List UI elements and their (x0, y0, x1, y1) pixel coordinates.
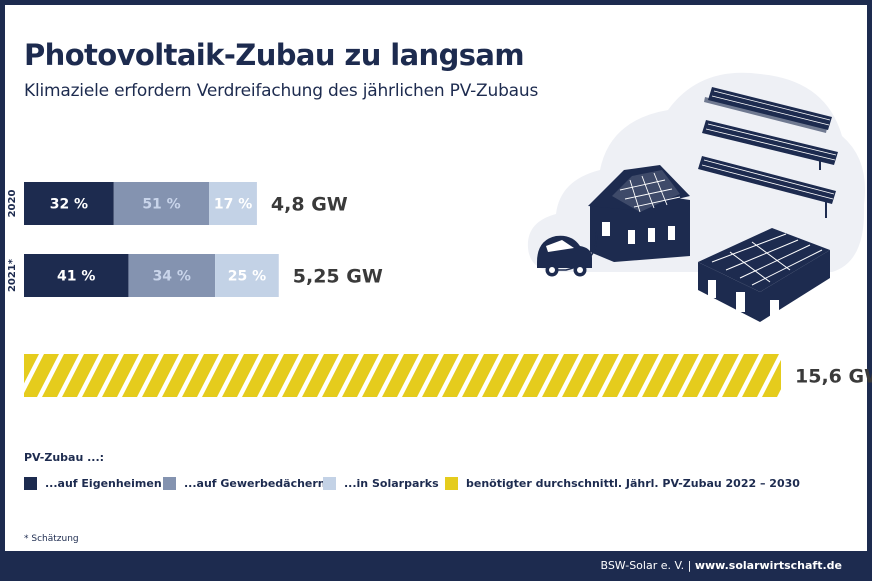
chart-canvas: 32 % 51 % 17 % 4,8 GW 2020 41 % 34 % 25 % 5,25 G… (0, 72, 872, 397)
required-bar-stripe (342, 354, 379, 397)
legend-item-eigenheime: ...auf Eigenheimen (24, 476, 162, 490)
required-bar-stripe (262, 354, 299, 397)
required-bar-stripe (142, 354, 179, 397)
required-bar-stripe (302, 354, 339, 397)
required-bar-stripe (422, 354, 459, 397)
category-label: 2020 (7, 190, 18, 218)
solar-panel-row-icon (702, 120, 838, 170)
footnote: * Schätzung (24, 534, 79, 544)
required-bar-stripe (122, 354, 159, 397)
bar-segment-label: 51 % (142, 197, 180, 213)
legend-swatch (24, 476, 37, 490)
bar-segment (128, 254, 216, 297)
page-title: Photovoltaik-Zubau zu langsam (24, 38, 525, 72)
electric-car-icon (537, 235, 592, 277)
required-bar-stripe (682, 354, 719, 397)
labels-layer: 32 % 51 % 17 % 4,8 GW 2020 41 % 34 % 25 % 5,25 G… (7, 190, 872, 388)
legend-label: ...auf Gewerbedächern (184, 476, 326, 490)
bar-segment-label: 25 % (228, 269, 266, 285)
legend-swatch (445, 476, 458, 490)
bar-segment-label: 34 % (153, 269, 191, 285)
bar-segment (215, 254, 279, 297)
required-bar-stripe (362, 354, 399, 397)
required-bar-stripe (622, 354, 659, 397)
required-bar-stripe (522, 354, 559, 397)
legend-title: PV-Zubau ...: (24, 451, 105, 464)
bar-segment (209, 182, 257, 225)
footer-url-link[interactable]: www.solarwirtschaft.de (694, 559, 842, 572)
required-bar-stripe (24, 354, 39, 384)
required-bar-stripe (42, 354, 79, 397)
illustration (527, 72, 866, 322)
required-bar-stripe (762, 359, 781, 397)
bar-segment-label: 32 % (50, 197, 88, 213)
required-bar-stripe (582, 354, 619, 397)
legend-swatch (323, 476, 336, 490)
required-bar-stripe (182, 354, 219, 397)
frame-left-border (0, 0, 5, 581)
required-bar-stripe (462, 354, 499, 397)
required-bar-stripe (442, 354, 479, 397)
required-bar-stripe (402, 354, 439, 397)
required-bar-stripe (24, 354, 59, 397)
legend-item-gewerbe: ...auf Gewerbedächern (163, 476, 326, 490)
required-bar-stripe (702, 354, 739, 397)
required-bar-stripe (0, 354, 19, 397)
legend-item-benoetigt: benötigter durchschnittl. Jährl. PV-Zuba… (445, 476, 800, 490)
required-bar-stripe (662, 354, 699, 397)
required-bar-stripe (222, 354, 259, 397)
cloud-icon (527, 72, 866, 272)
required-bar-stripe (562, 354, 599, 397)
legend-item-solarparks: ...in Solarparks (323, 476, 439, 490)
required-bar-hatching (0, 354, 781, 397)
required-bar-stripe (542, 354, 579, 397)
required-bar-stripe (242, 354, 279, 397)
bar-segment (113, 182, 210, 225)
solar-panel-row-icon (698, 156, 836, 218)
category-label: 2021* (7, 258, 18, 292)
required-bar-stripe (602, 354, 639, 397)
required-bar-stripe (642, 354, 679, 397)
required-bar-stripe (482, 354, 519, 397)
bar-total-label: 5,25 GW (293, 266, 383, 288)
required-bar-stripe (82, 354, 119, 397)
required-bar-stripe (102, 354, 139, 397)
factory-roof-icon (698, 228, 830, 322)
legend-label: benötigter durchschnittl. Jährl. PV-Zuba… (466, 476, 800, 490)
solar-panel-row-icon (704, 87, 832, 133)
bar-total-label: 15,6 GW (795, 366, 872, 388)
bar-segment-label: 17 % (214, 197, 252, 213)
bars-layer (0, 182, 781, 397)
footer-source: BSW-Solar e. V. (600, 559, 685, 572)
bar-segment-label: 41 % (57, 269, 95, 285)
legend-swatch (163, 476, 176, 490)
required-bar-stripe (62, 354, 99, 397)
required-bar-stripe (282, 354, 319, 397)
required-bar-stripe (382, 354, 419, 397)
bar-segment (24, 254, 129, 297)
required-bar-stripe (742, 354, 779, 397)
frame-right-border (867, 0, 872, 581)
legend-label: ...auf Eigenheimen (45, 476, 162, 490)
required-bar-stripe (202, 354, 239, 397)
bar-total-label: 4,8 GW (271, 194, 348, 216)
footer-credit: BSW-Solar e. V. | www.solarwirtschaft.de (600, 559, 842, 572)
required-bar-stripe (722, 354, 759, 397)
footer-separator: | (684, 559, 695, 572)
required-bar-stripe (162, 354, 199, 397)
house-icon (588, 165, 690, 262)
legend-label: ...in Solarparks (344, 476, 439, 490)
frame-top-border (0, 0, 872, 5)
page-subtitle: Klimaziele erfordern Verdreifachung des … (24, 81, 539, 101)
bar-segment (24, 182, 114, 225)
footer-bar: BSW-Solar e. V. | www.solarwirtschaft.de (0, 551, 872, 581)
required-bar-stripe (322, 354, 359, 397)
required-bar-stripe (502, 354, 539, 397)
